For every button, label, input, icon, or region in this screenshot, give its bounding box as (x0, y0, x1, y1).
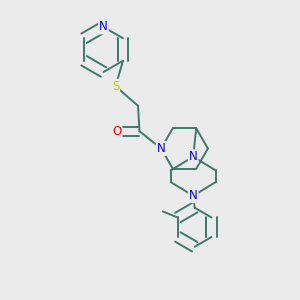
Text: O: O (112, 125, 122, 138)
Text: N: N (189, 150, 198, 163)
Text: S: S (112, 80, 119, 93)
Text: N: N (99, 20, 108, 34)
Text: N: N (189, 189, 198, 202)
Text: N: N (157, 142, 166, 155)
